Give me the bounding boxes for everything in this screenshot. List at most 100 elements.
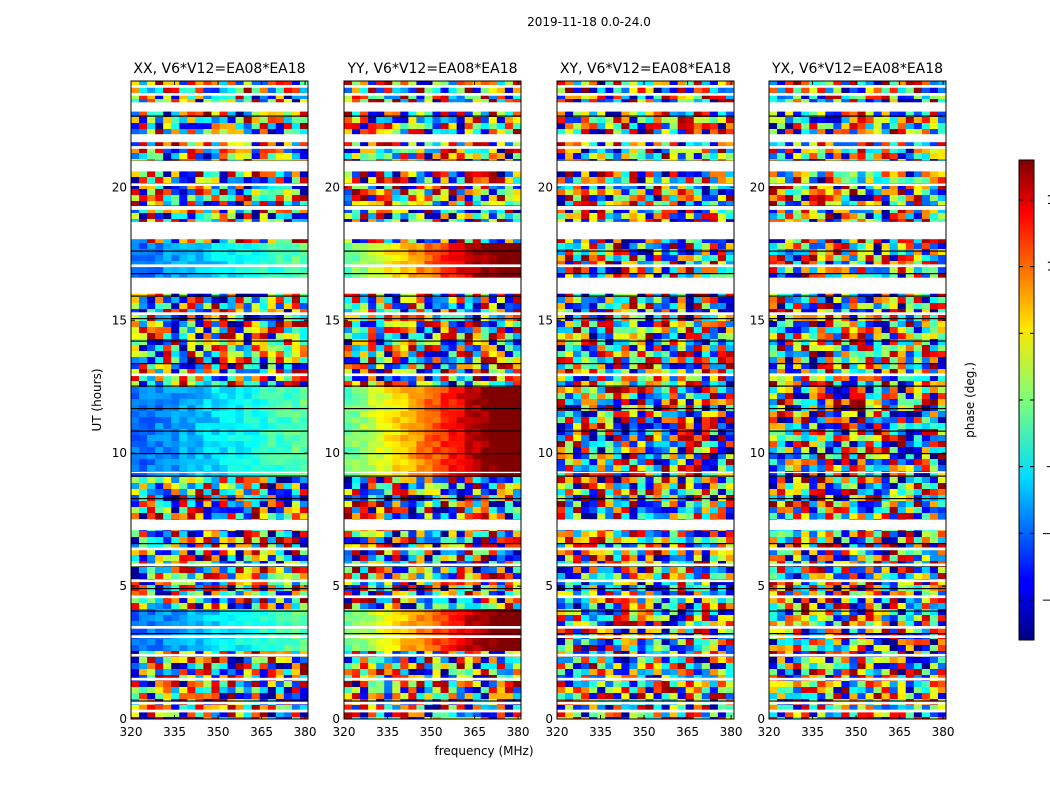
phase-cell <box>344 333 353 339</box>
phase-cell <box>352 381 361 387</box>
phase-cell <box>299 609 308 615</box>
phase-cell <box>408 417 418 423</box>
phase-cell <box>283 207 293 213</box>
phase-cell <box>171 387 180 393</box>
phase-cell <box>291 453 301 459</box>
phase-cell <box>171 657 180 663</box>
phase-cell <box>448 333 458 339</box>
phase-cell <box>291 201 301 207</box>
phase-cell <box>344 261 353 267</box>
phase-cell <box>448 705 458 711</box>
phase-cell <box>512 489 521 495</box>
phase-cell <box>725 87 734 93</box>
phase-cell <box>400 189 409 195</box>
phase-cell <box>235 189 245 195</box>
phase-cell <box>344 255 353 261</box>
phase-cell <box>464 273 474 279</box>
phase-cell <box>424 567 434 573</box>
phase-cell <box>376 663 385 669</box>
phase-cell <box>440 147 450 153</box>
phase-cell <box>488 117 498 123</box>
phase-cell <box>360 387 369 393</box>
phase-cell <box>243 333 253 339</box>
phase-cell <box>163 375 172 381</box>
data-gap <box>344 373 521 377</box>
phase-cell <box>187 327 196 333</box>
phase-cell <box>368 117 377 123</box>
phase-cell <box>512 621 521 627</box>
phase-cell <box>456 303 466 309</box>
phase-cell <box>392 369 401 375</box>
phase-cell <box>392 111 401 117</box>
data-gap <box>131 579 308 583</box>
phase-cell <box>275 627 285 633</box>
phase-cell <box>448 123 458 129</box>
phase-cell <box>251 261 261 267</box>
phase-cell <box>400 351 409 357</box>
phase-cell <box>259 327 269 333</box>
phase-cell <box>480 447 490 453</box>
phase-cell <box>557 87 566 93</box>
phase-cell <box>235 393 245 399</box>
phase-cell <box>368 129 377 135</box>
phase-cell <box>283 483 293 489</box>
phase-cell <box>432 543 442 549</box>
phase-cell <box>155 261 164 267</box>
data-gap <box>344 547 521 551</box>
phase-cell <box>456 477 466 483</box>
phase-cell <box>179 297 188 303</box>
phase-cell <box>259 681 269 687</box>
phase-cell <box>131 705 140 711</box>
phase-cell <box>504 693 514 699</box>
phase-cell <box>416 111 426 117</box>
phase-cell <box>171 603 180 609</box>
phase-cell <box>400 147 409 153</box>
phase-cell <box>448 393 458 399</box>
phase-cell <box>203 93 213 99</box>
phase-cell <box>195 345 205 351</box>
phase-cell <box>267 375 277 381</box>
phase-cell <box>155 195 164 201</box>
phase-cell <box>472 465 482 471</box>
phase-cell <box>496 339 506 345</box>
phase-cell <box>267 459 277 465</box>
phase-cell <box>360 267 369 273</box>
phase-cell <box>448 327 458 333</box>
flag-line <box>344 340 521 342</box>
phase-cell <box>155 549 164 555</box>
phase-cell <box>464 357 474 363</box>
phase-cell <box>480 321 490 327</box>
phase-cell <box>416 249 426 255</box>
phase-cell <box>424 195 434 201</box>
phase-cell <box>392 243 401 249</box>
phase-cell <box>283 663 293 669</box>
phase-cell <box>416 705 426 711</box>
phase-cell <box>368 639 377 645</box>
phase-cell <box>259 549 269 555</box>
phase-cell <box>283 141 293 147</box>
phase-cell <box>408 603 418 609</box>
phase-cell <box>131 99 140 105</box>
phase-cell <box>408 411 418 417</box>
phase-cell <box>432 255 442 261</box>
phase-cell <box>376 513 385 519</box>
phase-cell <box>464 255 474 261</box>
phase-cell <box>219 609 229 615</box>
phase-cell <box>416 297 426 303</box>
phase-cell <box>376 423 385 429</box>
phase-cell <box>488 555 498 561</box>
phase-cell <box>227 327 237 333</box>
phase-cell <box>235 531 245 537</box>
phase-cell <box>344 627 353 633</box>
phase-cell <box>432 453 442 459</box>
phase-cell <box>376 399 385 405</box>
phase-cell <box>235 591 245 597</box>
phase-cell <box>203 483 213 489</box>
phase-cell <box>512 93 521 99</box>
phase-cell <box>416 429 426 435</box>
phase-cell <box>243 303 253 309</box>
phase-cell <box>432 639 442 645</box>
phase-cell <box>448 663 458 669</box>
phase-cell <box>464 243 474 249</box>
phase-cell <box>368 237 377 243</box>
